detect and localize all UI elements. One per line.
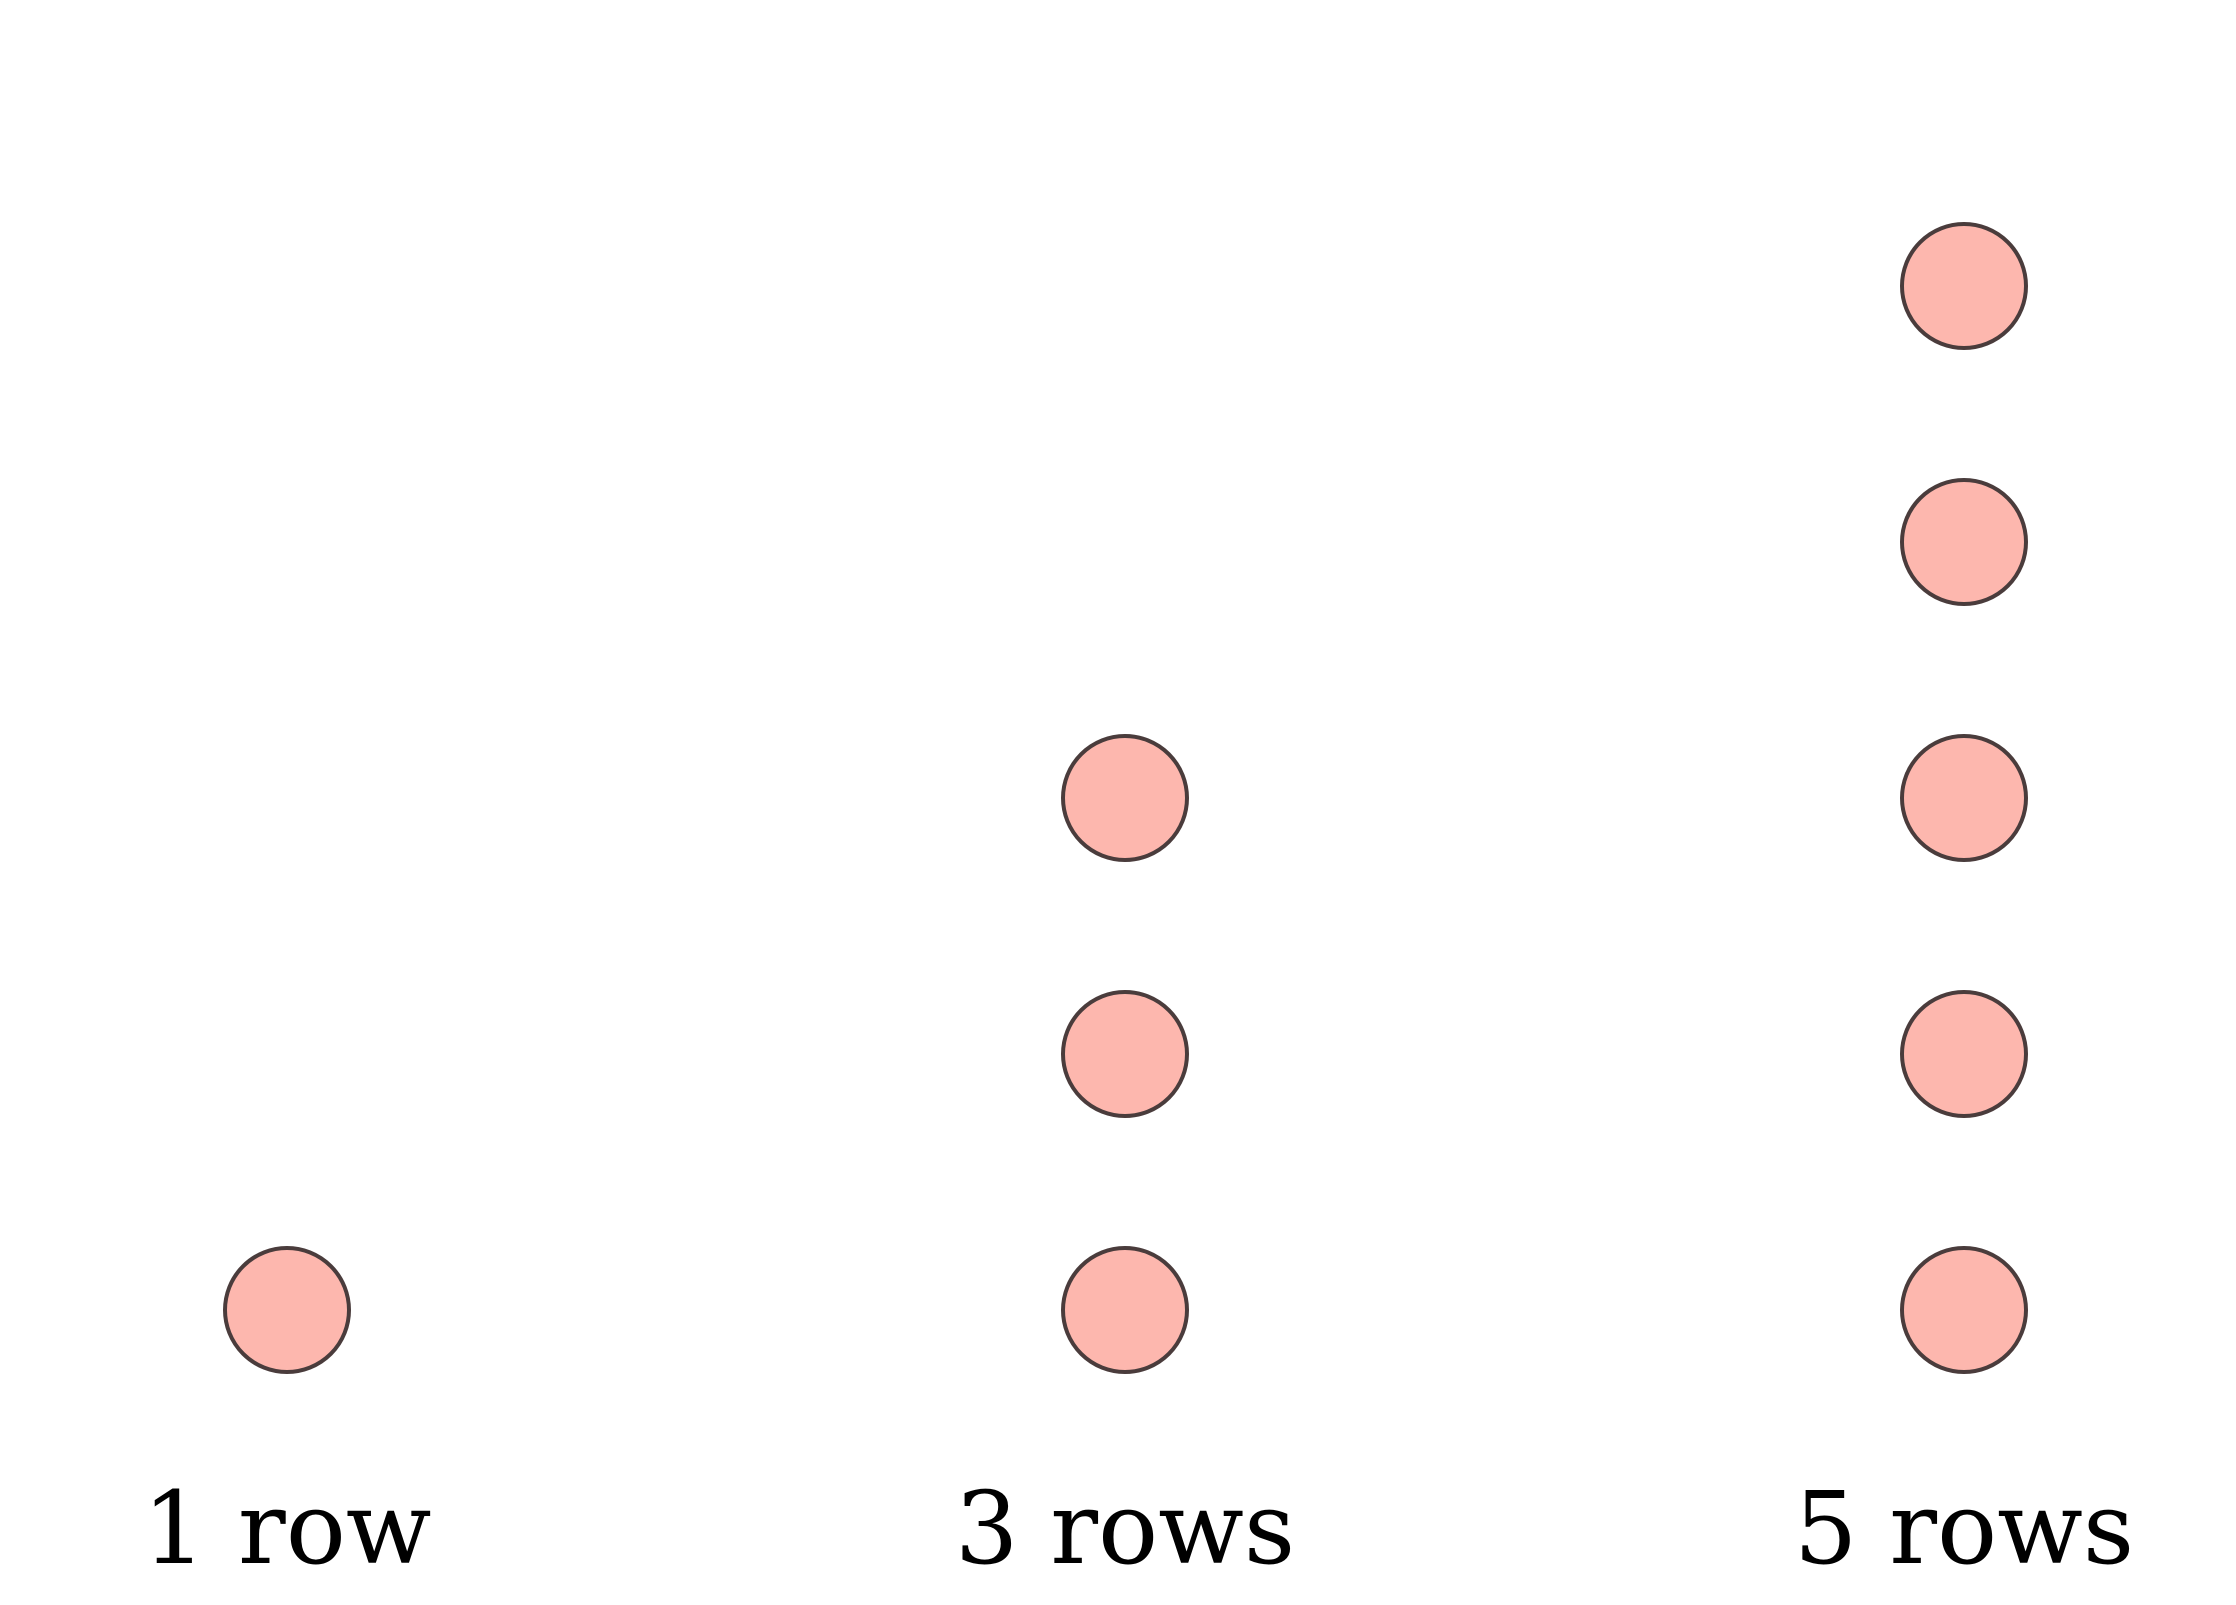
column-1-row: 1 row bbox=[142, 1246, 432, 1587]
row-dot bbox=[1061, 1246, 1189, 1374]
row-dot bbox=[1900, 990, 2028, 1118]
row-dot bbox=[223, 1246, 351, 1374]
row-dot bbox=[1900, 222, 2028, 350]
column-5-rows: 5 rows bbox=[1794, 222, 2134, 1587]
column-label: 5 rows bbox=[1794, 1470, 2134, 1587]
column-label: 1 row bbox=[142, 1470, 431, 1587]
row-dot bbox=[1061, 734, 1189, 862]
column-3-rows: 3 rows bbox=[955, 734, 1295, 1587]
row-dot bbox=[1900, 734, 2028, 862]
row-dot bbox=[1061, 990, 1189, 1118]
column-label: 3 rows bbox=[955, 1470, 1295, 1587]
row-dot bbox=[1900, 478, 2028, 606]
row-dot bbox=[1900, 1246, 2028, 1374]
